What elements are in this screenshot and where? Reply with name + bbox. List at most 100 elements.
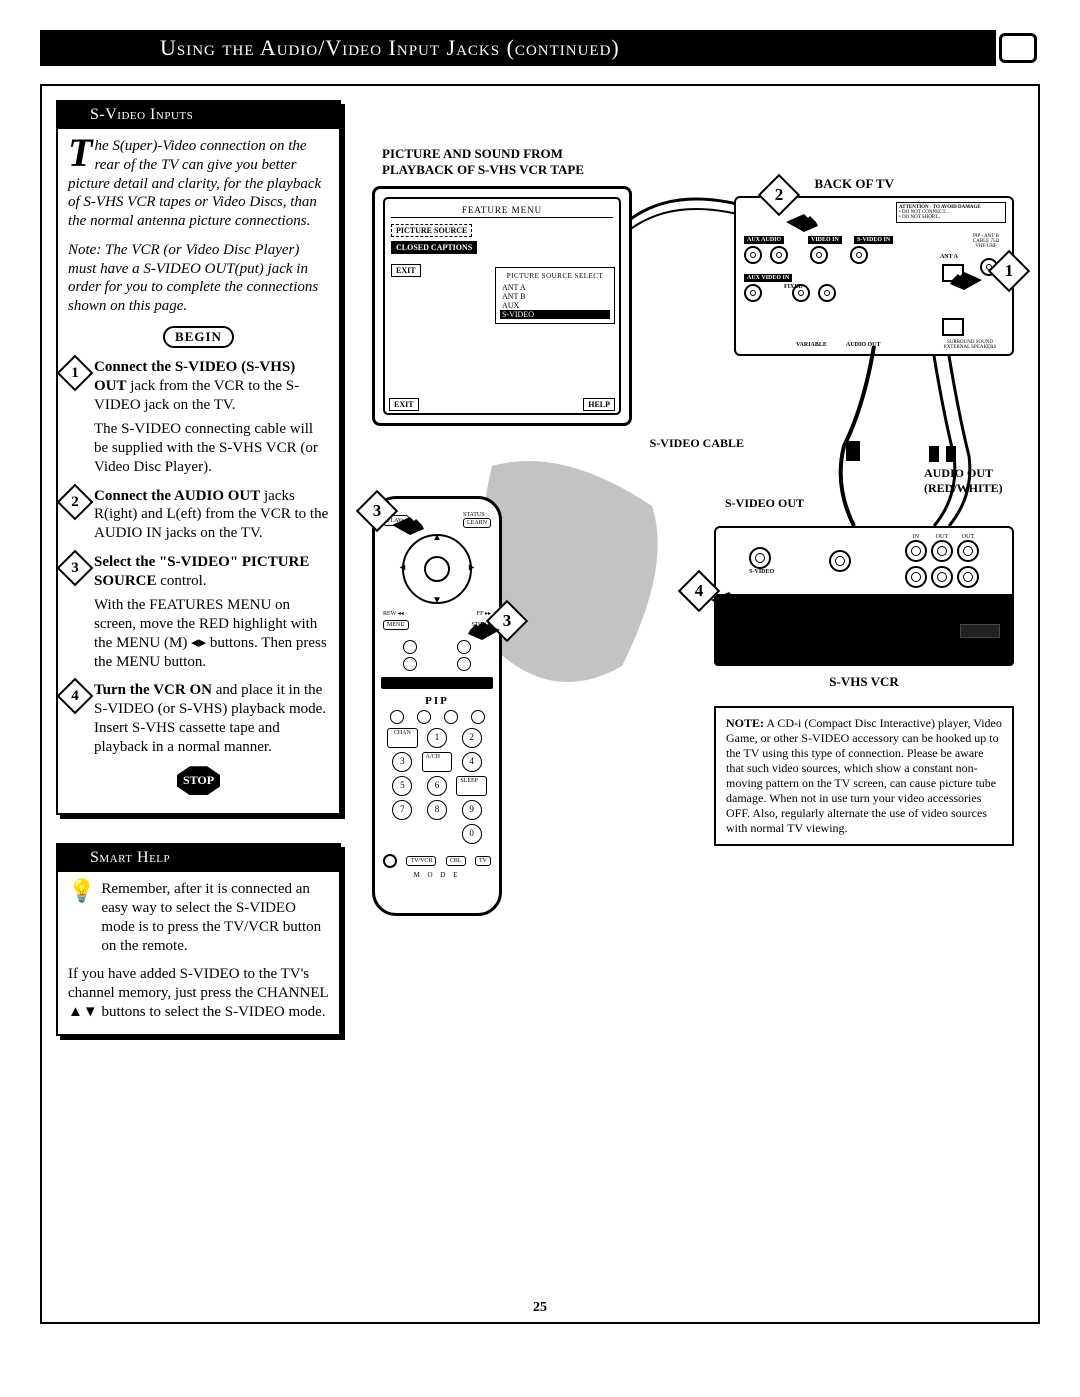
svideo-intro-text: he S(uper)-Video connection on the rear …: [68, 138, 321, 229]
remote-control: PLAY▸STATUSLEARN ▲ ▼ ◂ ▸ REW ◂◂FF ▸▸ MEN…: [372, 496, 502, 916]
note-box-text: A CD-i (Compact Disc Interactive) player…: [726, 716, 1002, 835]
aux-audio-r-jack: R: [744, 246, 762, 264]
smarthelp-header: Smart Help: [58, 845, 339, 872]
submenu: PICTURE SOURCE SELECT ANT A ANT B AUX S-…: [495, 267, 615, 324]
step-2-diamond: 2: [57, 483, 94, 520]
hand-icon-4: [709, 586, 749, 616]
vcr-caption: S-VHS VCR: [714, 674, 1014, 690]
tv-back-warning: ATTENTION - TO AVOID DAMAGE• DO NOT CONN…: [896, 202, 1006, 223]
step-4-bold: Turn the VCR ON: [94, 682, 212, 698]
remote-learn: LEARN: [463, 518, 491, 528]
remote-power: [383, 854, 397, 868]
step-3: 3 Select the "S-VIDEO" PICTURE SOURCE co…: [68, 553, 329, 672]
remote-cbl: CBL: [446, 856, 466, 866]
svideo-inputs-box: S-Video Inputs T he S(uper)-Video connec…: [56, 100, 341, 815]
remote-nav-ring: ▲ ▼ ◂ ▸: [402, 534, 472, 604]
aux-video-jack: [744, 284, 762, 302]
step-2: 2 Connect the AUDIO OUT jacks R(ight) an…: [68, 487, 329, 543]
step-2-bold: Connect the AUDIO OUT: [94, 488, 260, 504]
remote-vol-dn: [403, 657, 417, 671]
remote-numpad: CHAN 123 A/CH 456 SLEEP 789 0: [387, 728, 487, 848]
step-3-rest: control.: [157, 573, 207, 589]
step-3-diamond: 3: [57, 549, 94, 586]
vcr-video-out2: [957, 566, 979, 588]
step-1-diamond: 1: [57, 355, 94, 392]
back-of-tv-label: BACK OF TV: [815, 176, 894, 192]
dropcap: T: [68, 137, 94, 169]
aux-audio-l-jack: L: [770, 246, 788, 264]
smarthelp-para2: If you have added S-VIDEO to the TV's ch…: [68, 965, 329, 1021]
vcr-top-panel: S-VIDEO IN OUT OUT: [714, 526, 1014, 596]
note-box: NOTE: A CD-i (Compact Disc Interactive) …: [714, 706, 1014, 846]
page-title: Using the Audio/Video Input Jacks (conti…: [160, 35, 620, 61]
hand-icon-3: [462, 616, 502, 646]
surround-jack: [942, 318, 964, 336]
vcr-svideo-jack: [749, 547, 771, 569]
menu-item-exit: EXIT: [391, 264, 421, 277]
smart-help-box: Smart Help 💡 Remember, after it is conne…: [56, 843, 341, 1035]
lightbulb-icon: 💡: [68, 880, 95, 955]
ant-b-label: PIP - ANT B CABLE 75Ω VHF/UHF: [966, 234, 1006, 249]
remote-pip: PIP: [383, 695, 491, 707]
vcr-video-out: [957, 540, 979, 562]
remote-mode-label: M O D E: [383, 871, 491, 879]
svideo-cable-label: S-VIDEO CABLE: [650, 436, 744, 451]
vcr-in-jack: [829, 550, 851, 572]
step-1: 1 Connect the S-VIDEO (S-VHS) OUT jack f…: [68, 358, 329, 477]
page-number: 25: [42, 1300, 1038, 1316]
step-3-extra: With the FEATURES MENU on screen, move t…: [94, 596, 329, 671]
sub-aux: AUX: [500, 301, 610, 310]
page-title-bar: Using the Audio/Video Input Jacks (conti…: [40, 30, 1040, 66]
remote-tv: TV: [475, 856, 491, 866]
smarthelp-para1: Remember, after it is connected an easy …: [101, 880, 329, 955]
fixed-label: FIXED: [784, 284, 803, 290]
svideo-intro: T he S(uper)-Video connection on the rea…: [68, 137, 329, 231]
remote-rew: REW ◂◂: [383, 610, 404, 617]
diagram-caption: PICTURE AND SOUND FROM PLAYBACK OF S-VHS…: [382, 146, 622, 178]
vcr-audio-in-r: [905, 540, 927, 562]
note-box-bold: NOTE:: [726, 716, 764, 730]
menu-title: FEATURE MENU: [391, 205, 613, 218]
cables: [734, 346, 994, 546]
video-in-jack: [810, 246, 828, 264]
tv-screen: FEATURE MENU PICTURE SOURCE CLOSED CAPTI…: [372, 186, 632, 426]
hand-icon-3a: [390, 511, 430, 541]
remote-menu: MENU: [383, 620, 409, 630]
signal-shadow: [472, 446, 672, 706]
tv-help-btn: HELP: [583, 398, 615, 411]
vcr-audio-out-r: [931, 540, 953, 562]
page-tab: [996, 30, 1040, 66]
sub-antb: ANT B: [500, 292, 610, 301]
sub-anta: ANT A: [500, 283, 610, 292]
vcr-body: [714, 596, 1014, 666]
jack-row-1: R L: [744, 246, 868, 264]
step-4: 4 Turn the VCR ON and place it in the S-…: [68, 681, 329, 756]
ant-a-label: ANT A: [940, 254, 958, 260]
svideo-note: Note: The VCR (or Video Disc Player) mus…: [68, 241, 329, 316]
hand-icon-1: [944, 266, 984, 296]
aux-video-in-label: AUX VIDEO IN: [744, 274, 792, 282]
step-4-diamond: 4: [57, 678, 94, 715]
content-frame: S-Video Inputs T he S(uper)-Video connec…: [40, 84, 1040, 1324]
tv-exit-btn: EXIT: [389, 398, 419, 411]
left-column: S-Video Inputs T he S(uper)-Video connec…: [56, 100, 341, 1064]
remote-strip: [381, 677, 493, 689]
stop-badge: STOP: [68, 766, 329, 795]
remote-ch-dn: [457, 657, 471, 671]
menu-item-cc: CLOSED CAPTIONS: [391, 241, 477, 254]
fixed-l-jack: [818, 284, 836, 302]
hand-icon-2: [784, 208, 824, 238]
remote-vol-up: [403, 640, 417, 654]
step-1-extra: The S-VIDEO connecting cable will be sup…: [94, 420, 329, 476]
svideo-in-label: S-VIDEO IN: [854, 236, 893, 244]
svideo-header: S-Video Inputs: [58, 102, 339, 129]
vcr-audio-out-l: [931, 566, 953, 588]
submenu-title: PICTURE SOURCE SELECT: [500, 272, 610, 280]
menu-item-pic-source: PICTURE SOURCE: [391, 224, 472, 237]
sub-svideo: S-VIDEO: [500, 310, 610, 319]
vcr: S-VIDEO IN OUT OUT S-VHS VCR: [714, 526, 1014, 676]
svideo-in-jack: [850, 246, 868, 264]
vcr-audio-in-l: [905, 566, 927, 588]
begin-badge: BEGIN: [68, 326, 329, 348]
diagram-area: PICTURE AND SOUND FROM PLAYBACK OF S-VHS…: [362, 146, 1024, 966]
